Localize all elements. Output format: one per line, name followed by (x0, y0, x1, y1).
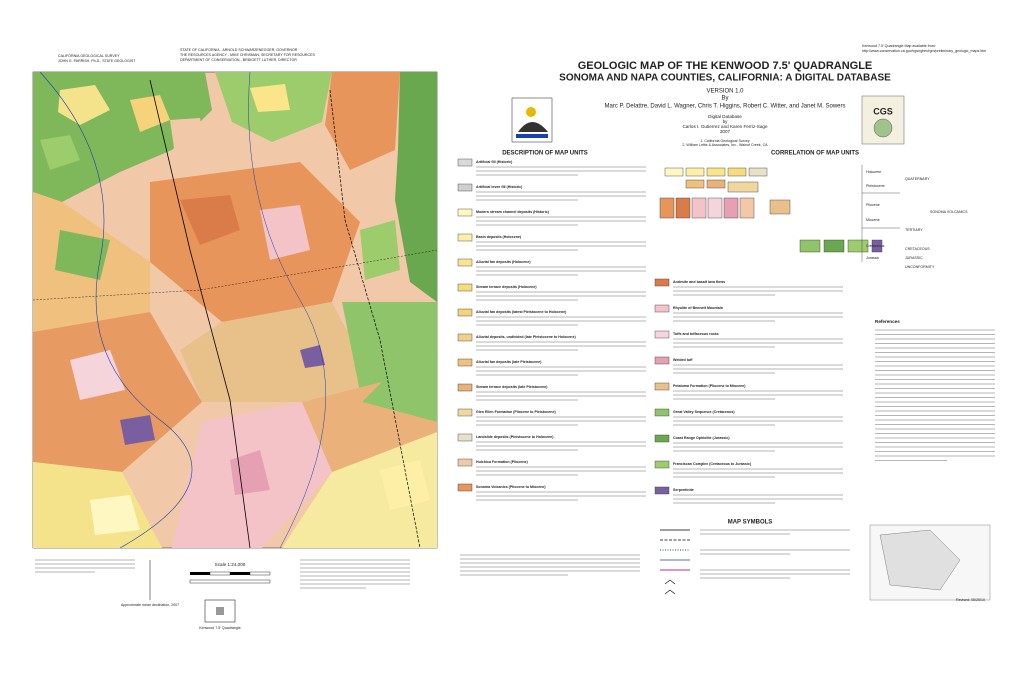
unit-swatch (654, 382, 670, 391)
unit-label: Glen Ellen Formation (Pliocene to Pleist… (476, 410, 556, 414)
unit-label: Artificial levee fill (Historic) (476, 185, 523, 189)
unit-descriptions: Artificial fill (Historic) Artificial lev… (457, 158, 843, 504)
epoch-label: Jurassic (866, 256, 879, 260)
unit-swatch (654, 434, 670, 443)
digital: 2007 (720, 129, 731, 134)
unit-label: Alluvial fan deposits (latest Pleistocen… (476, 310, 567, 314)
authors: Marc P. Delattre, David L. Wagner, Chris… (605, 104, 846, 110)
epoch-label: Pleistocene (866, 184, 885, 188)
unit-label: Andesite and basalt lava flows (673, 280, 725, 284)
unit-swatch (457, 433, 473, 442)
period-label: JURASSIC (905, 256, 923, 260)
epoch-label: Pliocene (866, 203, 880, 207)
unit-label: Welded tuff (673, 358, 693, 362)
unit-swatch (457, 283, 473, 292)
digital: by (723, 119, 729, 124)
epoch-label: Cretaceous (866, 244, 885, 248)
agency: DEPARTMENT OF CONSERVATION - BRIDGETT LU… (180, 58, 297, 62)
version: VERSION 1.0 (706, 89, 744, 95)
unit-label: Stream terrace deposits (late Pleistocen… (476, 385, 548, 389)
unit-label: Modern stream channel deposits (Historic… (476, 210, 550, 214)
availability: Kenwood 7.5' Quadrangle Map available fr… (862, 44, 936, 48)
unit-swatch (457, 158, 473, 167)
text-body (35, 529, 850, 589)
unit-label: Rhyolite of Bennett Mountain (673, 306, 723, 310)
revised: Revised: 05/25/10 (956, 598, 985, 602)
unit-label: Landslide deposits (Pleistocene to Holoc… (476, 435, 554, 439)
agency: JOHN G. PARRISH, Ph.D., STATE GEOLOGIST (58, 59, 136, 63)
digital: Digital Database (708, 114, 742, 119)
availability-url[interactable]: http://www.conservation.ca.gov/cgs/rghm/… (862, 49, 986, 53)
unit-swatch (654, 304, 670, 313)
unit-label: Coast Range Ophiolite (Jurassic) (673, 436, 730, 440)
unit-swatch (654, 356, 670, 365)
unit-label: Stream terrace deposits (Holocene) (476, 285, 537, 289)
unit-swatch (654, 486, 670, 495)
title: GEOLOGIC MAP OF THE KENWOOD 7.5' QUADRAN… (578, 60, 873, 72)
unit-swatch (654, 330, 670, 339)
unit-swatch (457, 208, 473, 217)
unit-swatch (654, 408, 670, 417)
unit-label: Sonoma Volcanics (Pliocene to Miocene) (476, 485, 546, 489)
unit-label: Great Valley Sequence (Cretaceous) (673, 410, 735, 414)
affiliation: 1. California Geological Survey (700, 139, 750, 143)
section-heading: CORRELATION OF MAP UNITS (771, 151, 859, 157)
agency: THE RESOURCES AGENCY - MIKE CHRISMAN, SE… (180, 53, 316, 57)
group-label: UNCONFORMITY (905, 265, 935, 269)
title: SONOMA AND NAPA COUNTIES, CALIFORNIA: A … (559, 73, 891, 84)
unit-swatch (654, 460, 670, 469)
references-text (875, 329, 995, 461)
period-label: CRETACEOUS (905, 247, 930, 251)
scale-label: Scale 1:24,000 (215, 562, 246, 567)
group-label: SONOMA VOLCANICS (930, 210, 968, 214)
unit-swatch (457, 308, 473, 317)
digital: Carlos I. Gutierrez and Karen Ferriz-Sag… (682, 124, 767, 129)
unit-label: Alluvial fan deposits (late Pleistocene) (476, 360, 542, 364)
state-seal: CGS (861, 95, 905, 145)
cgs-logo (511, 97, 553, 143)
unit-label: Artificial fill (Historic) (476, 160, 513, 164)
map-symbols (660, 524, 991, 601)
unit-swatch (654, 278, 670, 287)
agency: STATE OF CALIFORNIA - ARNOLD SCHWARZENEG… (180, 48, 298, 52)
section-heading: MAP SYMBOLS (728, 520, 773, 526)
unit-swatch (457, 358, 473, 367)
unit-label: Tuffs and tuffaceous rocks (673, 332, 719, 336)
unit-label: Basin deposits (Holocene) (476, 235, 522, 239)
declination: Approximate mean declination, 2007 (121, 603, 179, 607)
location: Kenwood 7.5' Quadrangle (199, 626, 240, 630)
unit-label: Alluvial deposits, undivided (late Pleis… (476, 335, 576, 339)
period-label: TERTIARY (905, 228, 923, 232)
unit-swatch (457, 258, 473, 267)
unit-swatch (457, 233, 473, 242)
unit-label: Franciscan Complex (Cretaceous to Jurass… (673, 462, 752, 466)
unit-label: Huichica Formation (Pliocene) (476, 460, 529, 464)
unit-label: Serpentinite (673, 488, 694, 492)
agency: CALIFORNIA GEOLOGICAL SURVEY (58, 54, 120, 58)
unit-swatch (457, 383, 473, 392)
epoch-label: Miocene (866, 218, 880, 222)
svg-text:CGS: CGS (873, 106, 893, 116)
unit-swatch (457, 458, 473, 467)
geologic-map (32, 71, 438, 549)
epoch-label: Holocene (866, 170, 881, 174)
unit-swatch (457, 183, 473, 192)
unit-label: Petaluma Formation (Pliocene to Miocene) (673, 384, 746, 388)
unit-swatch (457, 333, 473, 342)
unit-swatch (457, 408, 473, 417)
by: By (721, 96, 728, 102)
scale-bar (149, 560, 271, 623)
period-label: QUATERNARY (905, 177, 930, 181)
correlation-chart (659, 165, 900, 262)
affiliation: 2. William Lettis & Associates, Inc., Wa… (682, 143, 768, 147)
section-heading: DESCRIPTION OF MAP UNITS (502, 151, 588, 157)
unit-swatch (457, 483, 473, 492)
section-heading: References (875, 319, 900, 324)
unit-label: Alluvial fan deposits (Holocene) (476, 260, 531, 264)
